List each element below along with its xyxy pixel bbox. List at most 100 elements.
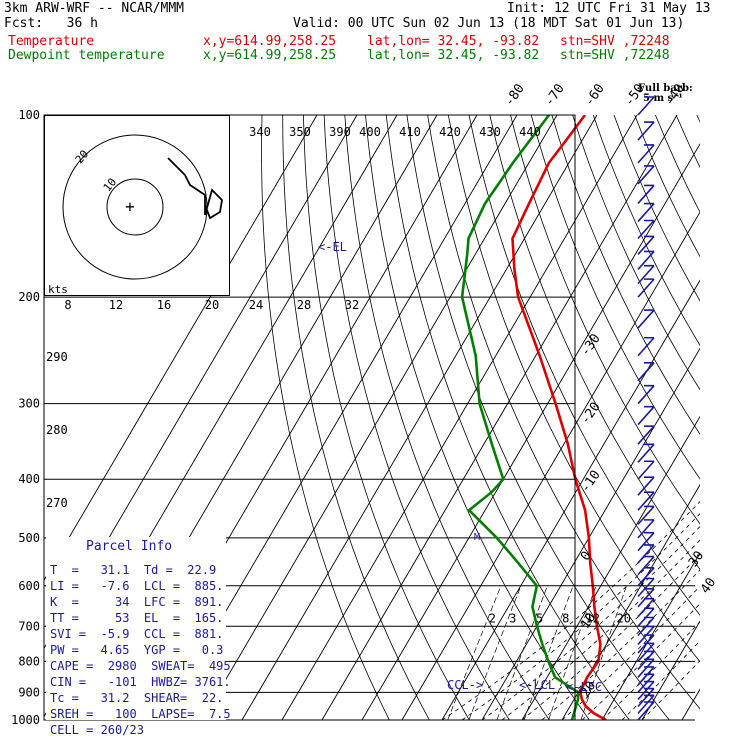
dry-adiabat-line (572, 115, 700, 391)
dry-adiabat-line (261, 115, 390, 720)
dewpoint-legend: Dewpoint temperature (8, 48, 165, 63)
parcel-info-row: K = 34 LFC = 891. (50, 595, 224, 609)
parcel-info-row: CIN = -101 HWBZ= 3761. (50, 675, 231, 689)
dry-adiabat-line (696, 115, 700, 123)
theta-label: 430 (479, 125, 501, 139)
wind-barb (637, 405, 655, 426)
dry-adiabat-line (718, 115, 740, 733)
full-barb-label: Full barb: (638, 83, 693, 94)
dry-adiabat-line (510, 115, 700, 525)
isotherm-label: 30 (686, 549, 707, 570)
temperature-profile (511, 115, 607, 720)
moist-adiabat-line (541, 569, 700, 720)
dry-adiabat-line (613, 115, 700, 302)
wind-barb (637, 309, 655, 329)
pressure-tick-label: 800 (18, 654, 40, 668)
moist-adiabat-line (561, 585, 700, 720)
forecast-hour: Fcst: 36 h (4, 16, 98, 31)
wind-barb (637, 184, 655, 204)
isotherm-line (441, 279, 700, 720)
theta-label: 410 (399, 125, 421, 139)
lfc-marker: <-LFC (566, 680, 602, 694)
hodograph-unit-label: kts (48, 283, 68, 296)
wind-barb (637, 666, 655, 686)
isotherm-label: -50 (622, 81, 648, 109)
pressure-tick-label: 400 (18, 472, 40, 486)
temperature-station: stn=SHV ,72248 (560, 34, 670, 49)
dry-adiabat-line (344, 115, 550, 720)
theta-label: 340 (249, 125, 271, 139)
wind-barb (637, 165, 655, 185)
wind-barb (637, 425, 655, 445)
dry-adiabat-line (303, 115, 470, 720)
wind-barb (637, 336, 655, 357)
wind-barb (637, 361, 655, 382)
dry-adiabat-line (427, 115, 700, 710)
parcel-info-background (46, 537, 226, 720)
dry-adiabat-line (385, 115, 630, 720)
wind-barb (637, 673, 655, 693)
wind-barb (637, 505, 655, 525)
theta-label: 420 (439, 125, 461, 139)
mixing-ratio-label: 2 (489, 611, 496, 625)
dry-adiabat-line (530, 115, 700, 480)
parcel-info-title: Parcel Info (86, 539, 173, 554)
model-title: 3km ARW-WRF -- NCAR/MMM (4, 1, 185, 16)
temperature-xy: x,y=614.99,258.25 (203, 34, 337, 49)
isotherm-label: -60 (582, 81, 608, 109)
mixing-ratio-label: 8 (562, 611, 569, 625)
pressure-tick-label: 300 (18, 397, 40, 411)
wind-barb (637, 384, 655, 405)
wind-barb (637, 219, 655, 240)
isotherm-line (281, 115, 638, 720)
dry-adiabat-line (675, 115, 700, 169)
mixing-ratio-label: 3 (509, 611, 516, 625)
hodograph-height-label: 270 (46, 496, 68, 510)
isotherm-label: -10 (578, 468, 604, 496)
wind-barb (637, 476, 655, 496)
wind-barb (637, 650, 655, 670)
pressure-tick-label: 900 (18, 685, 40, 699)
hodograph-speed-tick: 16 (157, 298, 171, 312)
mixing-ratio-line (468, 585, 522, 720)
wind-barb (637, 264, 655, 285)
hodograph-speed-tick: 24 (249, 298, 263, 312)
isotherm-line (201, 115, 558, 720)
mixing-ratio-line (447, 585, 502, 720)
dry-adiabat-line (282, 115, 430, 720)
dewpoint-profile (460, 115, 580, 720)
parcel-info-row: Tc = 31.2 SHEAR= 22. (50, 691, 224, 705)
isotherm-label: -70 (542, 81, 568, 109)
dry-adiabat-line (365, 115, 590, 720)
isotherm-line (641, 620, 700, 720)
dry-adiabat-line (489, 115, 700, 571)
hodograph-height-label: 280 (46, 423, 68, 437)
pressure-tick-label: 1000 (11, 713, 40, 727)
dewpoint-xy: x,y=614.99,258.25 (203, 48, 337, 63)
isotherm-line (401, 211, 700, 720)
full-barb-legend: Full barb: 5 m s⁻¹ (638, 84, 693, 104)
dewpoint-station: stn=SHV ,72248 (560, 48, 670, 63)
el-marker: <-EL (318, 240, 347, 254)
lcl-marker: <-LCL (519, 678, 555, 692)
pressure-tick-label: 500 (18, 531, 40, 545)
parcel-info-row: LI = -7.6 LCL = 885. (50, 579, 224, 593)
valid-time: Valid: 00 UTC Sun 02 Jun 13 (18 MDT Sat … (293, 16, 685, 31)
dry-adiabat-line (655, 115, 700, 213)
wind-barb (637, 566, 655, 587)
wind-barb (637, 202, 655, 223)
moist-adiabat-line (441, 500, 700, 720)
mixing-ratio-line (580, 585, 627, 720)
theta-label: 390 (329, 125, 351, 139)
dry-adiabat-line (468, 115, 700, 616)
isotherm-line (601, 552, 700, 720)
hodograph-frame (44, 115, 230, 296)
wind-barb (637, 680, 655, 701)
isotherm-line (681, 688, 700, 720)
parcel-info-row: SVI = -5.9 CCL = 881. (50, 627, 224, 641)
mixing-ratio-label: 5 (536, 611, 543, 625)
wind-barb (637, 491, 655, 511)
mixing-ratio-line (523, 585, 574, 720)
mixing-ratio-line (548, 585, 597, 720)
